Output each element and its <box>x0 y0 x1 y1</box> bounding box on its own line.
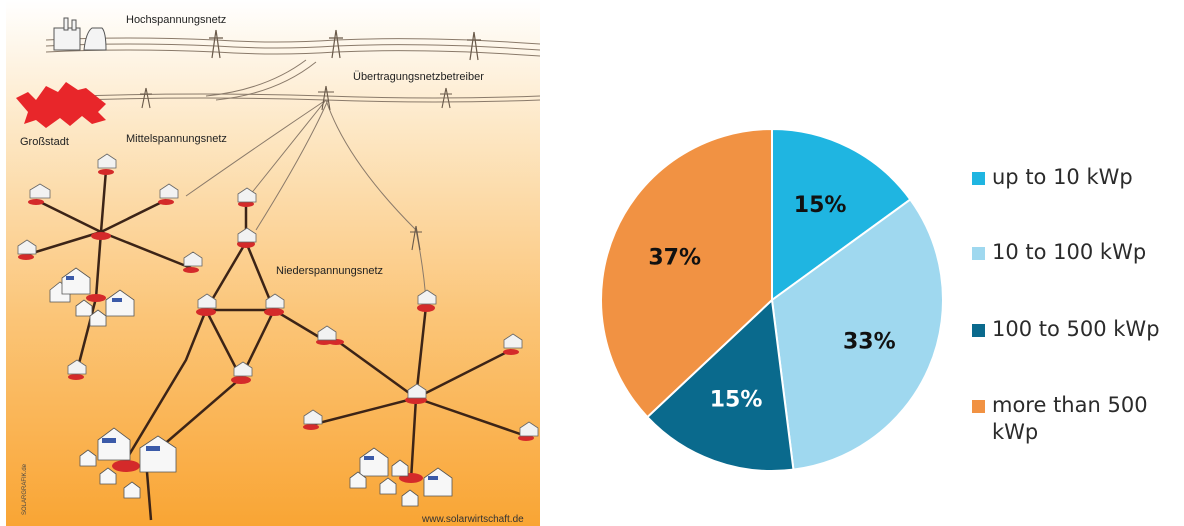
power-plant-icon <box>53 17 107 51</box>
credit-url: www.solarwirtschaft.de <box>421 514 524 525</box>
city-icon <box>16 82 106 128</box>
pie-label-10-to-100: 33% <box>843 330 896 355</box>
legend-item-100-to-500: 100 to 500 kWp <box>972 316 1182 343</box>
label-hochspannungsnetz: Hochspannungsnetz <box>126 14 226 26</box>
pylons-medium <box>140 85 452 251</box>
credit-vertical: SOLARGRAFIK.de <box>22 463 28 515</box>
legend-label: up to 10 kWp <box>992 165 1133 189</box>
pie-label-up-to-10: 15% <box>794 193 847 218</box>
network-nodes <box>18 169 534 483</box>
pie-slice-10-to-100 <box>770 198 944 471</box>
legend-item-more-than-500: more than 500 kWp <box>972 392 1157 446</box>
legend-swatch <box>972 324 985 337</box>
pie-label-100-to-500: 15% <box>710 387 763 412</box>
legend-label: more than 500 kWp <box>992 393 1148 444</box>
pie-label-more-than-500: 37% <box>648 245 701 270</box>
legend-item-10-to-100: 10 to 100 kWp <box>972 239 1182 266</box>
pie-slice-100-to-500 <box>645 297 795 472</box>
high-voltage-lines <box>45 37 540 57</box>
label-grossstadt: Großstadt <box>20 136 69 148</box>
label-mittelspannungsnetz: Mittelspannungsnetz <box>126 133 227 145</box>
label-uebertragungsnetzbetreiber: Übertragungsnetzbetreiber <box>353 71 484 83</box>
legend-swatch <box>972 172 985 185</box>
power-grid-diagram: Hochspannungsnetz Übertragungsnetzbetrei… <box>6 0 540 526</box>
legend-label: 10 to 100 kWp <box>992 240 1147 264</box>
diagram-background <box>6 0 540 526</box>
settlement-icons <box>49 267 453 507</box>
legend-swatch <box>972 400 985 413</box>
pie-slice-more-than-500 <box>600 128 773 419</box>
legend-swatch <box>972 247 985 260</box>
pie-slice-up-to-10 <box>771 128 912 302</box>
label-niederspannungsnetz: Niederspannungsnetz <box>276 265 383 277</box>
medium-voltage-lines <box>75 59 540 303</box>
pylons-high <box>209 29 481 61</box>
legend-item-up-to-10: up to 10 kWp <box>972 164 1182 191</box>
solar-panels <box>66 276 438 480</box>
legend-label: 100 to 500 kWp <box>992 317 1160 341</box>
pie-chart: 15% 33% 15% 37% <box>600 128 944 472</box>
house-icons <box>17 153 539 437</box>
